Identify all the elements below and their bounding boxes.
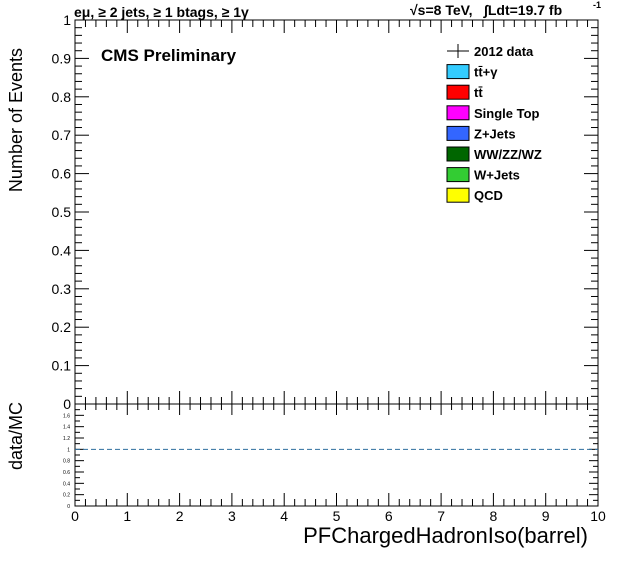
legend-label: 2012 data (474, 44, 534, 59)
x-axis-title: PFChargedHadronIso(barrel) (303, 523, 588, 548)
header-lumi-exponent: -1 (593, 0, 601, 10)
cms-preliminary-label: CMS Preliminary (101, 46, 237, 65)
ratio-x-tick-label: 10 (590, 508, 606, 524)
main-y-tick-label: 1 (63, 12, 71, 28)
legend-swatch (446, 84, 470, 100)
ratio-x-tick-label: 2 (176, 508, 184, 524)
ratio-y-tick-label: 1.6 (63, 413, 70, 419)
legend-label: Z+Jets (474, 126, 516, 141)
header-energy: √s=8 TeV, (410, 2, 473, 18)
ratio-x-axis: 0 1 2 3 4 5 6 7 8 9 10 (71, 404, 606, 524)
ratio-plot-frame (74, 403, 599, 507)
main-y-axis-title: Number of Events (6, 48, 26, 192)
ratio-y-tick-label: 0.4 (63, 481, 70, 487)
ratio-y-axis-title: data/MC (6, 402, 26, 470)
main-y-tick-label: 0.1 (52, 358, 72, 374)
main-y-tick-label: 0.9 (52, 50, 72, 66)
legend-label: WW/ZZ/WZ (474, 147, 542, 162)
legend-swatch (446, 105, 470, 121)
legend-swatch (446, 187, 470, 203)
header-lumi: ∫Ldt=19.7 fb (483, 2, 562, 19)
legend-swatch (446, 167, 470, 183)
legend-label: tt̄+γ (474, 65, 498, 80)
header-selection: eμ, ≥ 2 jets, ≥ 1 btags, ≥ 1γ (74, 4, 249, 20)
legend-swatch (446, 146, 470, 162)
ratio-x-tick-label: 5 (333, 508, 341, 524)
legend-swatch (446, 125, 470, 141)
main-y-tick-label: 0.6 (52, 166, 72, 182)
ratio-x-tick-label: 0 (71, 508, 79, 524)
main-plot-frame (74, 19, 599, 405)
ratio-y-tick-label: 0.8 (63, 459, 70, 465)
ratio-y-tick-label: 0.6 (63, 470, 70, 476)
ratio-x-tick-label: 6 (385, 508, 393, 524)
ratio-y-tick-label: 0.2 (63, 493, 70, 499)
ratio-y-tick-label: 0 (67, 504, 70, 510)
legend-label: QCD (474, 188, 503, 203)
ratio-x-tick-label: 7 (437, 508, 445, 524)
ratio-y-axis: 0 0.2 0.4 0.6 0.8 1 1.2 1.4 1.6 (63, 403, 598, 510)
main-y-tick-label: 0 (63, 396, 71, 412)
main-y-tick-label: 0.3 (52, 281, 72, 297)
main-y-tick-label: 0.8 (52, 89, 72, 105)
legend-swatch (446, 64, 470, 80)
legend: 2012 data tt̄+γ tt̄ Single Top Z+Jets WW/ZZ/W… (446, 44, 542, 203)
main-x-ticks (74, 20, 599, 404)
ratio-y-tick-label: 1.4 (63, 425, 70, 431)
ratio-x-tick-label: 9 (542, 508, 550, 524)
ratio-x-tick-label: 8 (490, 508, 498, 524)
ratio-x-tick-label: 1 (123, 508, 131, 524)
ratio-y-tick-label: 1.2 (63, 436, 70, 442)
main-y-tick-label: 0.5 (52, 204, 72, 220)
main-y-tick-label: 0.2 (52, 319, 72, 335)
ratio-y-tick-label: 1 (67, 447, 70, 453)
main-y-tick-label: 0.7 (52, 127, 72, 143)
legend-label: Single Top (474, 106, 540, 121)
legend-label: tt̄ (474, 85, 483, 100)
ratio-x-tick-label: 4 (280, 508, 288, 524)
ratio-x-tick-label: 3 (228, 508, 236, 524)
legend-label: W+Jets (474, 168, 520, 183)
main-y-axis: 0 0.1 0.2 0.3 0.4 0.5 0.6 0.7 0.8 0.9 1 (52, 12, 598, 412)
main-y-tick-label: 0.4 (52, 242, 72, 258)
